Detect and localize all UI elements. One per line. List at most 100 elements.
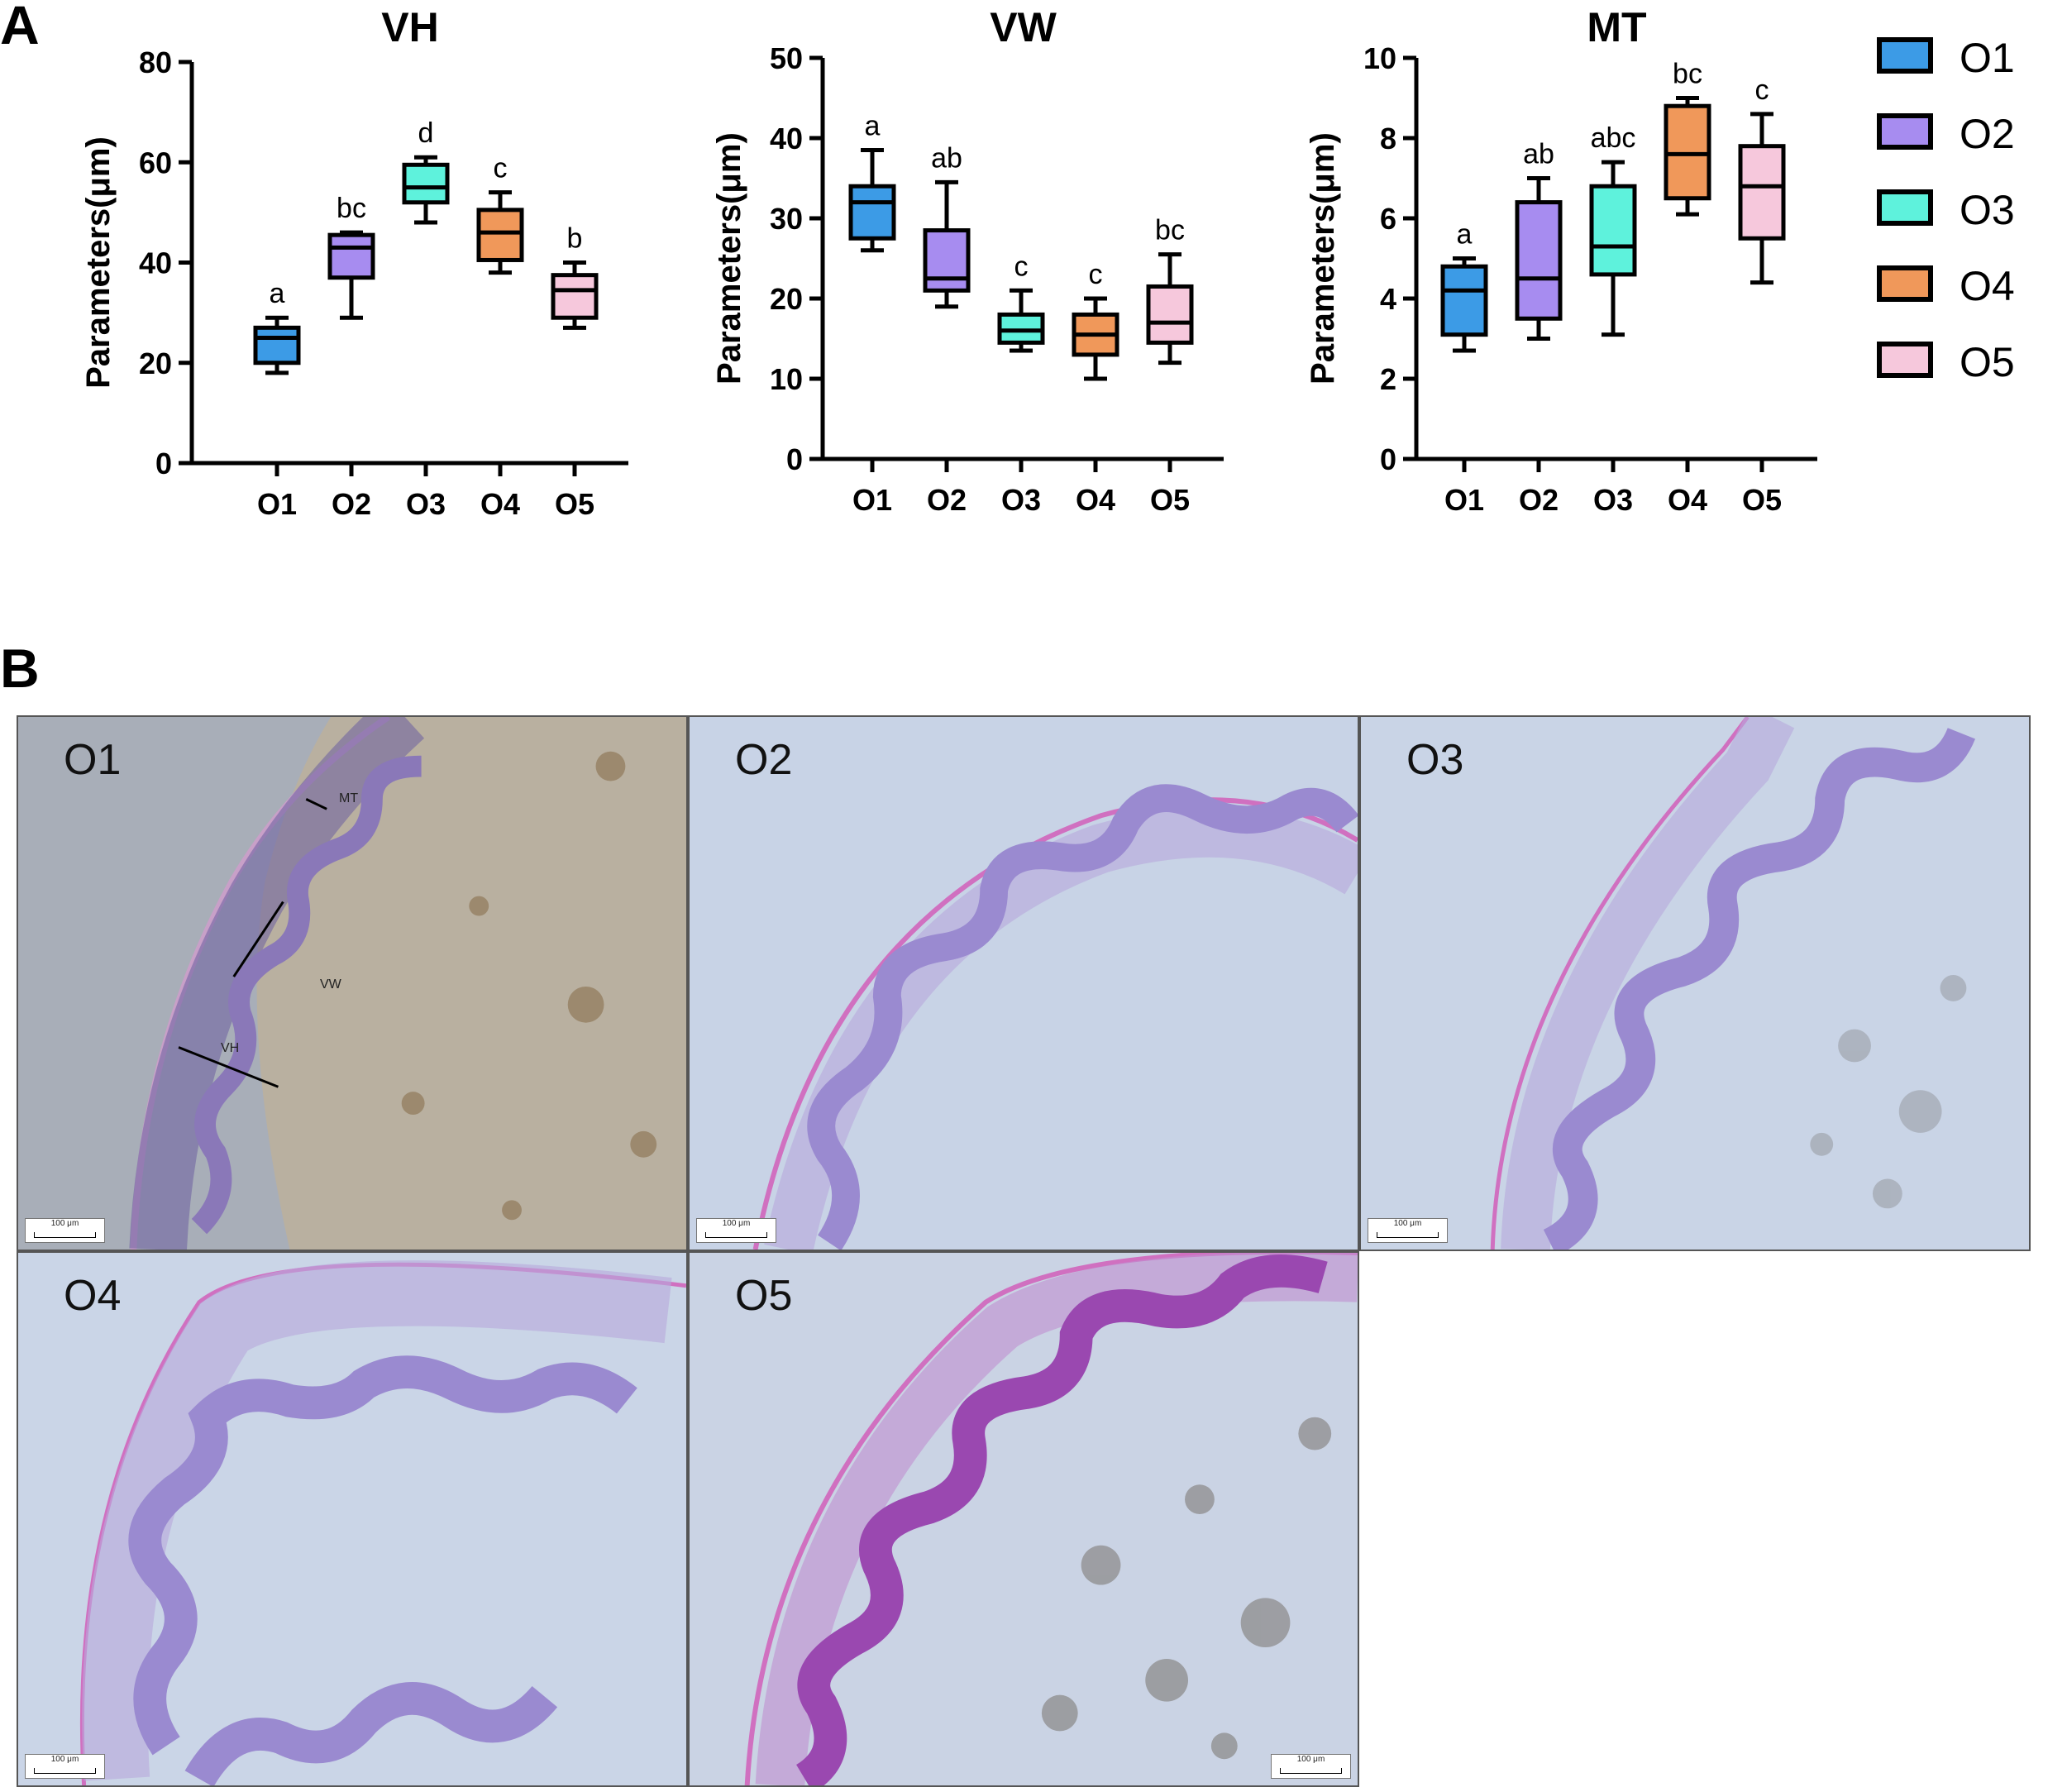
vh-x-tick-label-o2: O2 [332, 487, 371, 521]
vw-significance-o3: c [1014, 251, 1029, 282]
scale-bar-o1: 100 μm [25, 1218, 105, 1243]
legend-item-o5: O5 [1877, 339, 2067, 391]
vh-title: VH [381, 4, 438, 50]
micrograph-o5-image [690, 1253, 1358, 1785]
vh-y-tick-label: 20 [139, 346, 172, 380]
micrograph-o4: O4 100 μm [17, 1251, 688, 1787]
legend-item-o1: O1 [1877, 35, 2067, 87]
micrograph-o3-image [1361, 717, 2029, 1250]
micrograph-o3: O3 100 μm [1359, 715, 2031, 1251]
vh-significance-o2: bc [337, 193, 366, 224]
mt-y-tick-label: 0 [1380, 442, 1396, 476]
legend-label-o2: O2 [1960, 111, 2015, 157]
vh-y-label: Parameters(μm) [80, 136, 117, 389]
vw-x-tick-label-o3: O3 [1001, 483, 1041, 517]
vh-box-o5 [551, 273, 599, 320]
micrograph-o2: O2 100 μm [688, 715, 1359, 1251]
scale-bar-o3-label: 100 μm [1393, 1219, 1422, 1228]
mt-y-tick-label: 2 [1380, 362, 1396, 396]
scale-bar-o4: 100 μm [25, 1754, 105, 1779]
micrograph-o1: O1 MT VW VH 100 μm [17, 715, 688, 1251]
vw-x-tick-label-o2: O2 [927, 483, 967, 517]
vh-y-tick-label: 60 [139, 146, 172, 179]
vw-y-label: Parameters(μm) [711, 132, 747, 385]
vw-y-tick-label: 40 [770, 122, 803, 155]
panel-b-label: B [0, 638, 40, 699]
micrograph-o2-label: O2 [735, 736, 793, 784]
legend-item-o4: O4 [1877, 263, 2067, 315]
legend-label-o5: O5 [1960, 339, 2015, 385]
mt-y-tick-label: 6 [1380, 202, 1396, 236]
vw-box-o1 [848, 184, 896, 241]
vh-y-tick-label: 0 [155, 447, 172, 480]
scale-bar-o3-ruler [1377, 1232, 1439, 1238]
scale-bar-o5-label: 100 μm [1296, 1755, 1325, 1764]
vw-x-tick-label-o5: O5 [1150, 483, 1190, 517]
vh-y-tick-label: 80 [139, 45, 172, 79]
mt-significance-o2: ab [1523, 139, 1554, 170]
vh-significance-o1: a [270, 278, 285, 309]
scale-bar-o1-ruler [34, 1232, 96, 1238]
mt-significance-o5: c [1755, 74, 1769, 106]
annotation-vw: VW [320, 977, 341, 992]
vh-x-tick-label-o4: O4 [480, 487, 520, 521]
panel-a-label: A [0, 0, 40, 55]
micrograph-o3-label: O3 [1406, 736, 1464, 784]
vh-box-o1 [253, 325, 301, 366]
micrograph-o1-image [18, 717, 686, 1250]
legend-label-o4: O4 [1960, 263, 2015, 309]
mt-x-tick-label-o3: O3 [1593, 483, 1633, 517]
vw-significance-o1: a [865, 111, 881, 142]
mt-significance-o1: a [1457, 219, 1473, 251]
mt-significance-o4: bc [1673, 59, 1702, 90]
scale-bar-o4-label: 100 μm [50, 1755, 79, 1764]
scale-bar-o2-ruler [705, 1232, 767, 1238]
legend-swatch-o3 [1877, 189, 1933, 226]
mt-box-o2 [1515, 200, 1563, 321]
mt-box-o5 [1738, 144, 1786, 241]
legend-swatch-o4 [1877, 265, 1933, 302]
box-plot-charts: VHParameters(μm)020406080O1aO2bcO3dO4cO5… [80, 4, 1817, 521]
vw-significance-o2: ab [931, 142, 962, 174]
vh-significance-o4: c [494, 153, 508, 184]
vh-y-tick-label: 40 [139, 246, 172, 280]
mt-title: MT [1587, 4, 1646, 50]
legend-item-o2: O2 [1877, 111, 2067, 163]
annotation-mt: MT [339, 791, 359, 805]
vh-significance-o3: d [418, 117, 434, 149]
scale-bar-o5: 100 μm [1271, 1754, 1351, 1779]
scale-bar-o5-ruler [1280, 1768, 1342, 1774]
mt-significance-o3: abc [1591, 122, 1636, 154]
vh-x-tick-label-o5: O5 [555, 487, 594, 521]
scale-bar-o1-label: 100 μm [50, 1219, 79, 1228]
vw-y-tick-label: 10 [770, 362, 803, 396]
mt-y-tick-label: 8 [1380, 122, 1396, 155]
legend-swatch-o2 [1877, 113, 1933, 150]
mt-y-tick-label: 4 [1380, 282, 1396, 316]
vh-box-o2 [327, 232, 375, 280]
mt-x-tick-label-o2: O2 [1519, 483, 1559, 517]
micrograph-o1-label: O1 [64, 736, 122, 784]
scale-bar-o4-ruler [34, 1768, 96, 1774]
legend-item-o3: O3 [1877, 187, 2067, 239]
vw-significance-o4: c [1089, 259, 1103, 290]
vw-y-tick-label: 30 [770, 202, 803, 236]
scale-bar-o3: 100 μm [1368, 1218, 1448, 1243]
mt-x-tick-label-o5: O5 [1742, 483, 1782, 517]
vw-y-tick-label: 50 [770, 41, 803, 75]
legend-label-o1: O1 [1960, 35, 2015, 81]
annotation-vh: VH [221, 1041, 240, 1055]
scale-bar-o2-label: 100 μm [722, 1219, 751, 1228]
micrograph-o5-label: O5 [735, 1272, 793, 1320]
legend-label-o3: O3 [1960, 187, 2015, 233]
vh-x-tick-label-o1: O1 [257, 487, 297, 521]
micrograph-o2-image [690, 717, 1358, 1250]
legend-swatch-o5 [1877, 342, 1933, 378]
micrograph-o4-image [18, 1253, 686, 1785]
vw-title: VW [990, 4, 1057, 50]
scale-bar-o2: 100 μm [696, 1218, 776, 1243]
micrograph-o4-label: O4 [64, 1272, 122, 1320]
vw-y-tick-label: 0 [786, 442, 803, 476]
mt-box-o3 [1589, 184, 1637, 277]
mt-y-tick-label: 10 [1363, 41, 1396, 75]
